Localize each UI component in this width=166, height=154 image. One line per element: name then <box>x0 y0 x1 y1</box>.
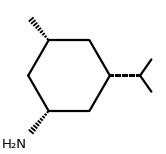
Text: H₂N: H₂N <box>1 138 26 151</box>
